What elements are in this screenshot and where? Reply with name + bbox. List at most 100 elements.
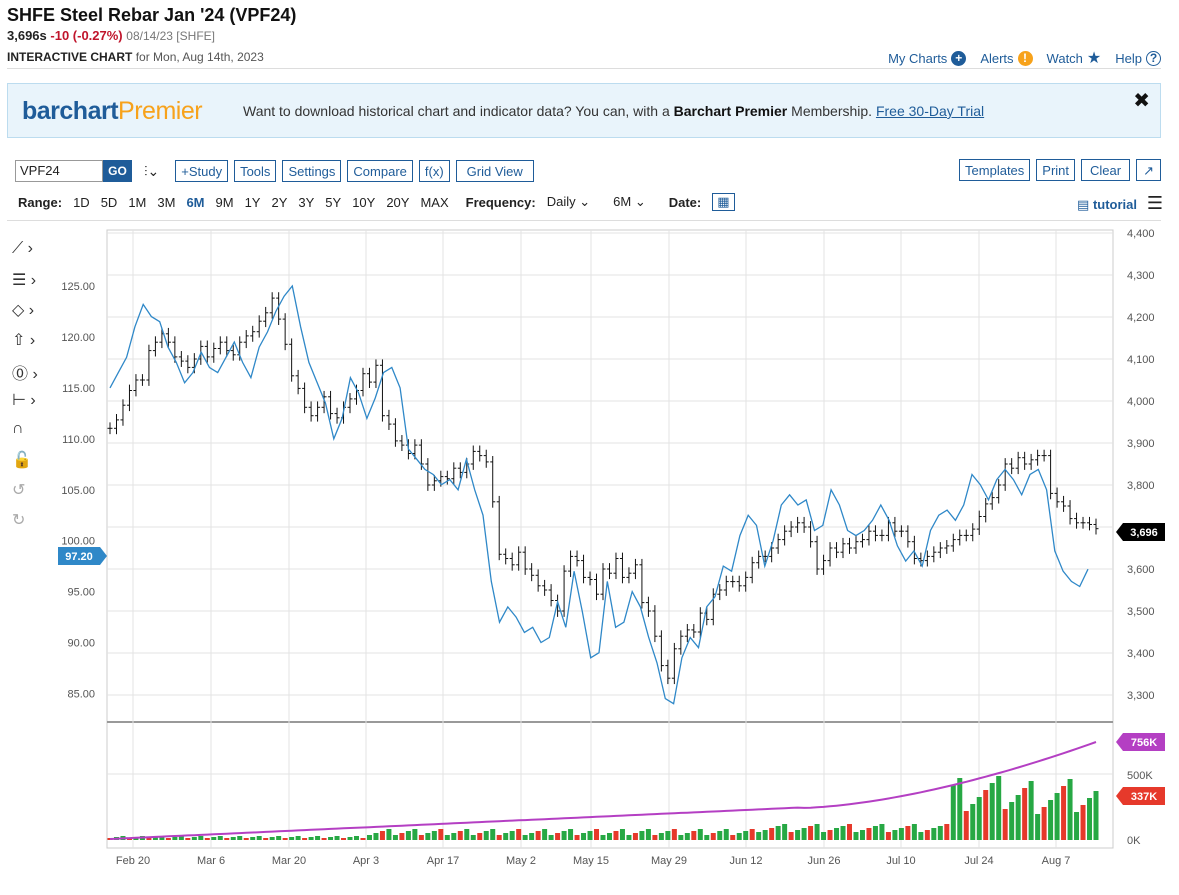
tools-button[interactable]: Tools — [234, 160, 277, 182]
range-option-6m[interactable]: 6M — [186, 194, 205, 210]
banner-message: Want to download historical chart and in… — [243, 103, 985, 119]
range-option-1y[interactable]: 1Y — [244, 194, 261, 210]
text-tool-icon[interactable]: ⓪ › — [12, 366, 38, 383]
volume-bar — [859, 830, 865, 840]
volume-bar — [503, 833, 509, 840]
settings-button[interactable]: Settings — [282, 160, 342, 182]
help-link[interactable]: Help? — [1115, 50, 1161, 66]
volume-bar — [172, 837, 178, 840]
volume-bar — [282, 838, 288, 840]
volume-bar — [243, 838, 249, 840]
range-option-2y[interactable]: 2Y — [271, 194, 288, 210]
volume-bar — [276, 836, 282, 840]
expand-icon[interactable]: ↗ — [1136, 159, 1161, 181]
volume-bar — [872, 826, 878, 840]
frequency-select[interactable]: Daily ⌄ — [546, 194, 591, 209]
volume-bar — [665, 831, 671, 840]
range-option-1d[interactable]: 1D — [73, 194, 90, 210]
volume-bar — [1015, 795, 1021, 840]
volume-bar — [341, 838, 347, 840]
volume-bar — [386, 829, 392, 840]
chart-type-icon[interactable]: ⫶⌄ — [144, 162, 160, 179]
my-charts-link[interactable]: My Charts + — [888, 50, 967, 66]
volume-bar — [957, 778, 963, 840]
range-option-20y[interactable]: 20Y — [386, 194, 410, 210]
range-options: 1D 5D 1M 3M 6M 9M 1Y 2Y 3Y 5Y 10Y 20Y MAX — [73, 195, 449, 210]
volume-bar — [269, 837, 275, 840]
fx-button[interactable]: f(x) — [418, 160, 450, 182]
volume-bar — [911, 824, 917, 840]
symbol-input[interactable]: VPF24 — [15, 160, 103, 182]
volume-bar — [152, 837, 158, 840]
grid-view-button[interactable]: Grid View — [455, 160, 534, 182]
fib-tool-icon[interactable]: ☰ › — [12, 272, 37, 289]
range-option-1m[interactable]: 1M — [128, 194, 147, 210]
volume-bar — [211, 837, 217, 840]
print-button[interactable]: Print — [1036, 159, 1076, 181]
volume-bar — [885, 832, 891, 840]
free-trial-link[interactable]: Free 30-Day Trial — [875, 103, 985, 119]
divider — [7, 68, 1161, 69]
volume-bar — [996, 776, 1002, 840]
volume-bar — [944, 824, 950, 840]
line-tool-icon[interactable]: ⟋ › — [12, 240, 33, 257]
volume-bar — [587, 831, 593, 840]
range-option-5y[interactable]: 5Y — [325, 194, 342, 210]
x-tick-label: Apr 17 — [427, 855, 459, 867]
range-option-max[interactable]: MAX — [420, 194, 449, 210]
range-option-9m[interactable]: 9M — [215, 194, 234, 210]
volume-bar — [924, 830, 930, 840]
volume-bar — [769, 828, 775, 840]
alert-icon: ! — [1017, 50, 1033, 66]
lock-icon[interactable]: 🔓 — [12, 452, 32, 469]
volume-bar — [250, 837, 256, 840]
volume-bar — [639, 831, 645, 840]
volume-bar — [535, 831, 541, 840]
compare-button[interactable]: Compare — [347, 160, 413, 182]
clear-button[interactable]: Clear — [1081, 159, 1131, 181]
shape-tool-icon[interactable]: ◇ › — [12, 302, 35, 319]
range-option-3m[interactable]: 3M — [157, 194, 176, 210]
volume-bar — [509, 831, 515, 840]
volume-bar — [334, 836, 340, 840]
volume-tag: 337K — [1131, 791, 1157, 803]
close-icon[interactable]: ✖ — [1133, 90, 1150, 112]
measure-tool-icon[interactable]: ⊢ › — [12, 392, 36, 409]
undo-icon[interactable]: ↺ — [12, 482, 26, 499]
volume-bar — [308, 837, 314, 840]
x-tick-label: Jul 24 — [964, 855, 993, 867]
redo-icon[interactable]: ↻ — [12, 512, 26, 529]
magnet-icon[interactable]: ∩ — [12, 420, 24, 437]
volume-bar — [379, 831, 385, 840]
volume-bar — [204, 838, 210, 840]
left-tick-label: 125.00 — [61, 281, 95, 293]
left-tick-label: 85.00 — [67, 688, 95, 700]
volume-bar — [989, 783, 995, 840]
volume-bar — [289, 837, 295, 840]
volume-bar — [762, 830, 768, 840]
volume-bar — [652, 835, 658, 840]
volume-bar — [931, 828, 937, 840]
alerts-link[interactable]: Alerts! — [980, 50, 1033, 66]
x-tick-label: Mar 20 — [272, 855, 306, 867]
volume-bar — [1048, 800, 1054, 840]
watch-link[interactable]: Watch ★ — [1047, 48, 1102, 68]
volume-bar — [879, 824, 885, 840]
calendar-icon[interactable]: ▦ — [712, 193, 735, 211]
range-option-3y[interactable]: 3Y — [298, 194, 315, 210]
quote-meta: 08/14/23 [SHFE] — [126, 29, 215, 43]
go-button[interactable]: GO — [103, 160, 132, 182]
volume-bar — [373, 833, 379, 840]
right-tick-label: 4,200 — [1127, 312, 1155, 324]
arrow-tool-icon[interactable]: ⇧ › — [12, 332, 36, 349]
range-option-10y[interactable]: 10Y — [352, 194, 376, 210]
tutorial-link[interactable]: ▤ tutorial — [1077, 197, 1137, 212]
period-select[interactable]: 6M ⌄ — [613, 194, 646, 209]
study-button[interactable]: +Study — [175, 160, 229, 182]
volume-bar — [594, 829, 600, 840]
volume-bar — [756, 832, 762, 840]
templates-button[interactable]: Templates — [959, 159, 1031, 181]
range-option-5d[interactable]: 5D — [100, 194, 118, 210]
menu-icon[interactable]: ☰ — [1146, 193, 1163, 213]
